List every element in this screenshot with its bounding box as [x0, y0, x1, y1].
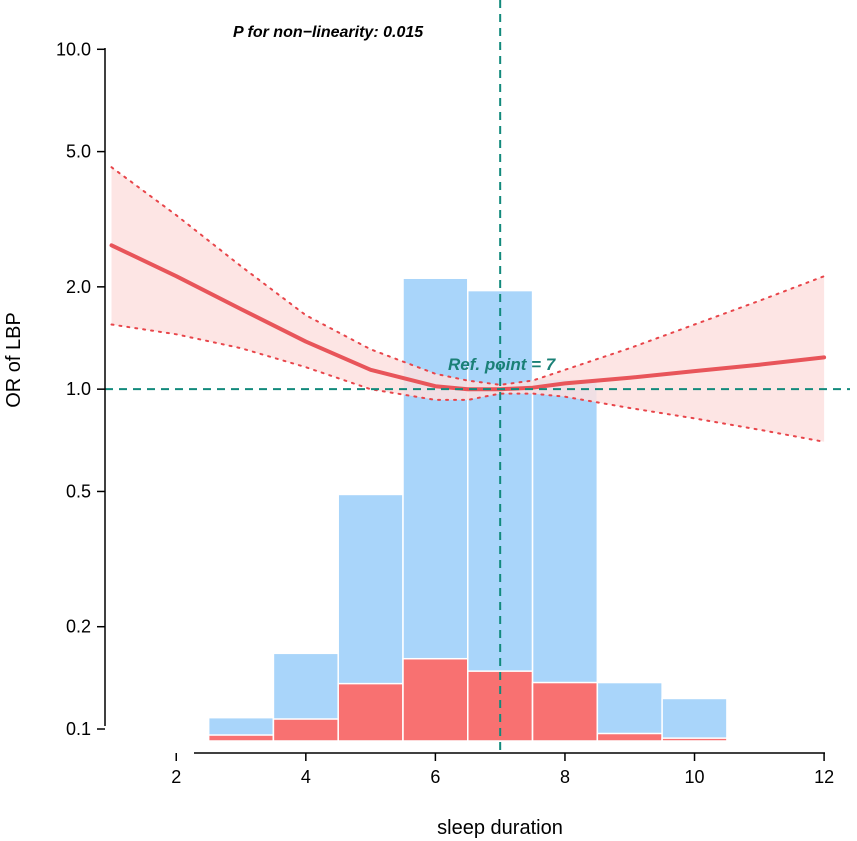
histogram-bar-total	[661, 697, 728, 742]
histogram-bar-case	[207, 734, 275, 742]
plot-area	[105, 0, 850, 753]
ref-point-annotation: Ref. point = 7	[448, 355, 557, 374]
lower-ci-line	[110, 323, 826, 443]
histogram-bar-case	[596, 732, 663, 742]
y-tick-label: 10.0	[56, 39, 91, 59]
x-tick-label: 4	[301, 767, 311, 787]
histogram-bar-case	[337, 682, 404, 742]
x-tick-label: 2	[171, 767, 181, 787]
x-tick-label: 8	[560, 767, 570, 787]
x-tick-label: 12	[814, 767, 834, 787]
x-tick-label: 6	[430, 767, 440, 787]
histogram-bar-case	[661, 737, 728, 742]
axes	[104, 48, 825, 754]
x-axis-title: sleep duration	[437, 817, 563, 839]
upper-ci-line	[110, 166, 826, 386]
p-nonlinearity-annotation: P for non−linearity: 0.015	[233, 24, 424, 41]
histogram-bar-total	[596, 681, 663, 742]
y-tick-label: 5.0	[66, 142, 91, 162]
y-tick-label: 0.5	[66, 481, 91, 501]
histogram-bar-case	[402, 657, 469, 742]
y-axis-title: OR of LBP	[3, 312, 25, 408]
ticks: 0.1 0.2 0.5 1.0 2.0 5.0 10.0 2 4 6 8 10 12	[56, 39, 834, 787]
histogram-bar-case	[531, 681, 599, 742]
histogram-bar-case	[272, 718, 339, 742]
y-tick-label: 0.2	[66, 617, 91, 637]
y-tick-label: 1.0	[66, 379, 91, 399]
y-tick-label: 2.0	[66, 277, 91, 297]
confidence-band	[111, 167, 825, 442]
x-tick-label: 10	[685, 767, 705, 787]
y-tick-label: 0.1	[66, 719, 91, 739]
